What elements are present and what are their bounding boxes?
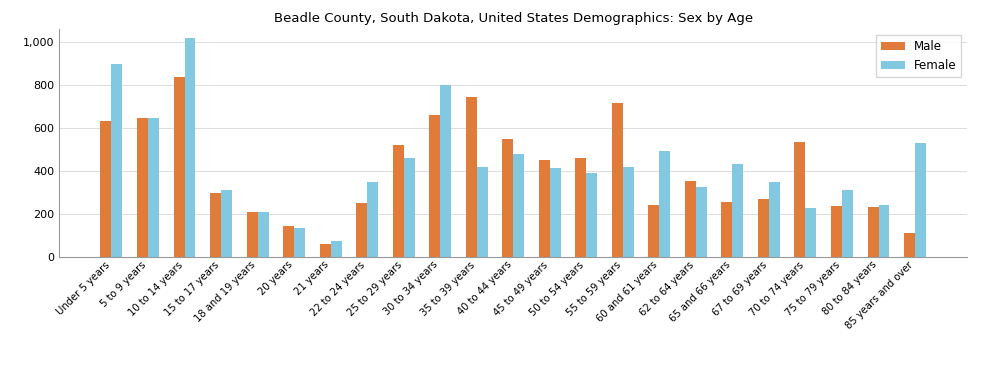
Bar (867, 207, 878, 257)
Bar (246, 212, 257, 257)
Bar (914, 143, 925, 257)
Legend: Male, Female: Male, Female (876, 35, 960, 77)
Bar (794, 142, 805, 257)
Bar (659, 150, 669, 257)
Bar (695, 187, 706, 257)
Bar (476, 167, 487, 257)
Bar (878, 206, 888, 257)
Bar (184, 38, 195, 257)
Bar (221, 190, 232, 257)
Bar (648, 206, 659, 257)
Bar (538, 160, 549, 257)
Bar (830, 206, 841, 257)
Bar (356, 203, 367, 257)
Bar (137, 119, 148, 257)
Bar (586, 173, 597, 257)
Bar (465, 97, 476, 257)
Bar (622, 167, 633, 257)
Bar (392, 145, 403, 257)
Bar (330, 241, 341, 257)
Bar (549, 168, 560, 257)
Bar (502, 139, 513, 257)
Bar (841, 190, 852, 257)
Bar (757, 199, 768, 257)
Title: Beadle County, South Dakota, United States Demographics: Sex by Age: Beadle County, South Dakota, United Stat… (273, 12, 752, 25)
Bar (903, 233, 914, 257)
Bar (210, 193, 221, 257)
Bar (403, 158, 414, 257)
Bar (768, 182, 779, 257)
Bar (429, 115, 440, 257)
Bar (319, 244, 330, 257)
Bar (174, 77, 184, 257)
Bar (257, 212, 268, 257)
Bar (721, 202, 732, 257)
Bar (684, 181, 695, 257)
Bar (805, 207, 815, 257)
Bar (611, 103, 622, 257)
Bar (732, 164, 742, 257)
Bar (111, 64, 122, 257)
Bar (575, 158, 586, 257)
Bar (440, 85, 451, 257)
Bar (283, 226, 294, 257)
Bar (148, 118, 159, 257)
Bar (101, 121, 111, 257)
Bar (513, 154, 524, 257)
Bar (367, 182, 378, 257)
Bar (294, 228, 305, 257)
